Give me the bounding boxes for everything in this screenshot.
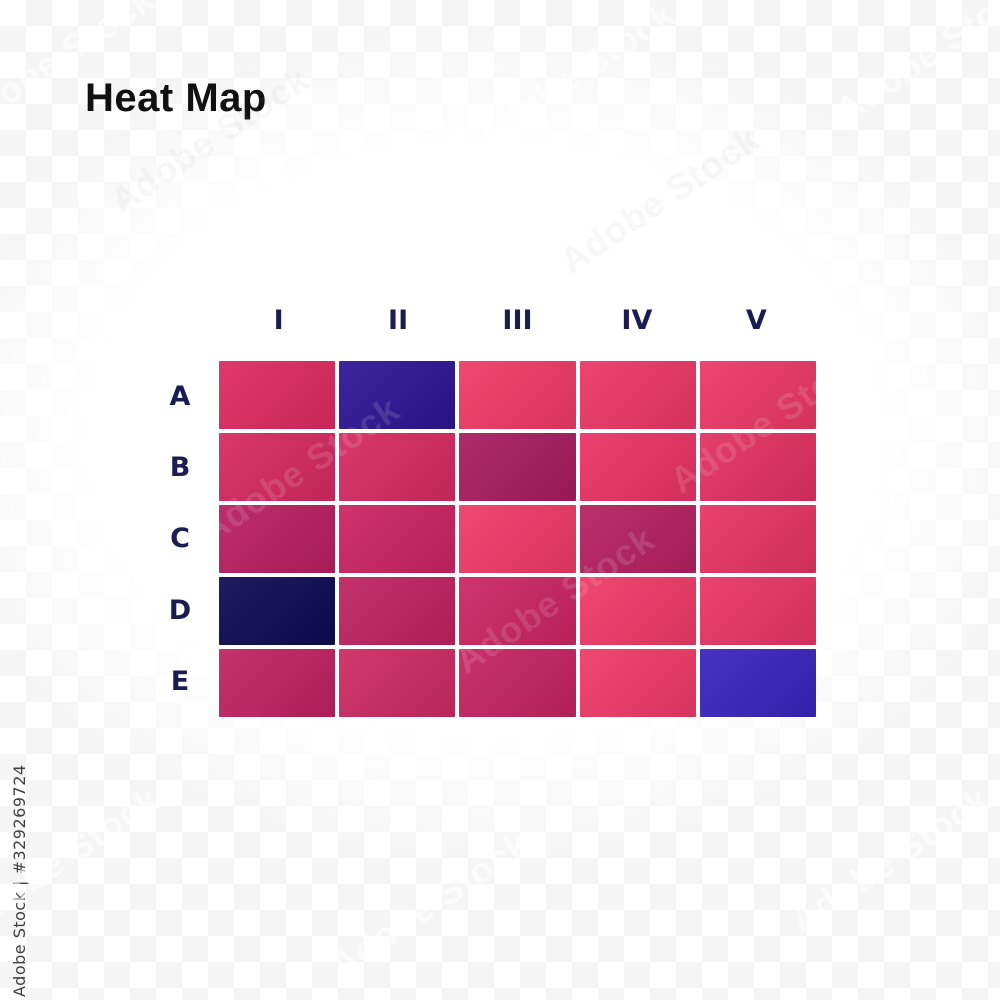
row-label-d: D (168, 594, 192, 626)
column-label-v: V (745, 304, 767, 336)
heatmap-grid (219, 361, 816, 717)
adobe-stock-watermark: Adobe Stock (0, 232, 122, 397)
column-label-iv: IV (621, 304, 653, 336)
chart-title: Heat Map (85, 76, 267, 120)
heatmap-cell-b-ii (339, 433, 456, 501)
heatmap-cell-c-ii (339, 505, 456, 573)
heatmap-cell-c-i (219, 505, 336, 573)
row-label-a: A (169, 381, 191, 413)
row-label-c: C (170, 523, 190, 555)
adobe-stock-watermark: Adobe Stock (0, 0, 162, 142)
heatmap-cell-e-iv (579, 649, 696, 717)
heatmap-cell-a-i (219, 361, 336, 429)
heatmap-cell-c-iii (459, 505, 576, 573)
heatmap-cell-d-iv (579, 577, 696, 645)
heatmap-cell-d-i (219, 577, 336, 645)
heatmap-cell-b-i (219, 433, 336, 501)
column-labels: I II III IV V (219, 300, 816, 340)
heatmap-cell-a-ii (339, 361, 456, 429)
heatmap-cell-b-iii (459, 433, 576, 501)
adobe-stock-watermark: Adobe Stock (782, 777, 997, 942)
heatmap-cell-e-ii (339, 649, 456, 717)
column-label-i: I (273, 304, 284, 336)
heatmap-cell-a-iii (459, 361, 576, 429)
row-label-e: E (170, 665, 190, 697)
adobe-stock-watermark: Adobe Stock (552, 117, 767, 282)
heatmap-cell-e-iii (459, 649, 576, 717)
heatmap-cell-b-iv (579, 433, 696, 501)
heatmap-cell-e-v (699, 649, 816, 717)
heatmap-cell-d-v (699, 577, 816, 645)
heatmap-cell-c-iv (579, 505, 696, 573)
column-label-iii: III (502, 304, 533, 336)
heatmap-cell-d-iii (459, 577, 576, 645)
adobe-stock-watermark: Adobe Stock (827, 0, 1000, 132)
adobe-stock-watermark: Adobe Stock (322, 822, 537, 987)
row-labels: A B C D E (152, 361, 208, 717)
stock-id-vertical-text: Adobe Stock | #329269724 (10, 764, 29, 997)
heatmap-cell-b-v (699, 433, 816, 501)
row-label-b: B (169, 452, 191, 484)
heatmap-cell-e-i (219, 649, 336, 717)
heatmap-cell-a-v (699, 361, 816, 429)
heatmap-cell-c-v (699, 505, 816, 573)
column-label-ii: II (388, 304, 409, 336)
adobe-stock-watermark: Adobe Stock (467, 0, 682, 157)
heatmap-cell-d-ii (339, 577, 456, 645)
heatmap-cell-a-iv (579, 361, 696, 429)
